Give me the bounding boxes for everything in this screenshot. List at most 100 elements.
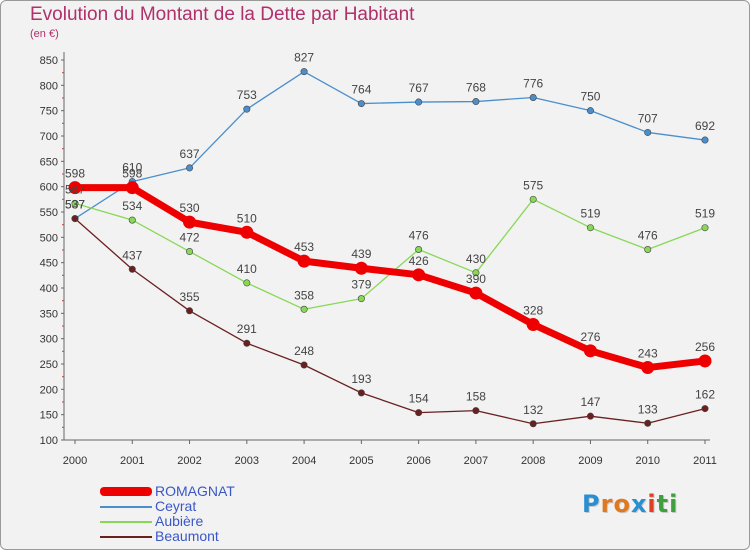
y-tick-label: 500 (40, 232, 58, 244)
data-point (698, 354, 712, 368)
data-label: 692 (695, 119, 715, 133)
legend-swatch-romagnat (100, 487, 152, 496)
data-point (186, 164, 194, 172)
data-point (415, 98, 423, 106)
y-tick-label: 450 (40, 258, 58, 270)
data-point (701, 224, 709, 232)
data-label: 767 (409, 81, 429, 95)
data-label: 472 (180, 231, 200, 245)
data-label: 243 (638, 347, 658, 361)
data-label: 430 (466, 252, 486, 266)
legend: ROMAGNAT Ceyrat Aubière Beaumont (100, 484, 300, 544)
y-tick-label: 550 (40, 207, 58, 219)
proxiti-logo: Proxiti (582, 490, 678, 518)
legend-label-romagnat: ROMAGNAT (155, 483, 235, 499)
data-label: 610 (122, 161, 142, 175)
x-tick-label: 2000 (63, 455, 87, 467)
x-tick-label: 2007 (464, 455, 488, 467)
data-point (357, 295, 365, 303)
logo-letter: o (613, 490, 631, 518)
data-label: 519 (695, 207, 715, 221)
data-label: 707 (638, 111, 658, 125)
data-label: 776 (523, 76, 543, 90)
y-tick-label: 700 (40, 131, 58, 143)
data-label: 256 (695, 340, 715, 354)
data-point (526, 317, 540, 331)
data-point (300, 68, 308, 76)
x-tick-label: 2002 (177, 455, 201, 467)
data-label: 291 (237, 322, 257, 336)
logo-letter: i (647, 490, 657, 518)
data-label: 158 (466, 390, 486, 404)
data-label: 132 (523, 403, 543, 417)
data-label: 410 (237, 262, 257, 276)
data-label: 358 (294, 288, 314, 302)
series-line-ceyrat (74, 71, 706, 220)
series-line-aubière (74, 198, 706, 310)
data-label: 476 (409, 228, 429, 242)
y-tick-label: 350 (40, 308, 58, 320)
logo-letter: r (600, 490, 614, 518)
data-label: 276 (580, 330, 600, 344)
data-point (529, 93, 537, 101)
data-label: 439 (351, 247, 371, 261)
data-label: 193 (351, 372, 371, 386)
series-line-beaumont (74, 217, 706, 425)
legend-swatch-beaumont (100, 536, 152, 538)
legend-label-ceyrat: Ceyrat (155, 498, 197, 514)
y-tick-label: 100 (40, 435, 58, 447)
data-point (183, 215, 197, 229)
data-point (701, 405, 709, 413)
data-label: 534 (122, 199, 142, 213)
data-point (68, 181, 82, 195)
y-tick-label: 400 (40, 283, 58, 295)
x-tick-label: 2009 (578, 455, 602, 467)
x-tick-label: 2010 (635, 455, 659, 467)
data-point (529, 420, 537, 428)
data-label: 575 (523, 178, 543, 192)
data-label: 476 (638, 228, 658, 242)
legend-swatch-ceyrat (100, 506, 152, 508)
data-label: 162 (695, 388, 715, 402)
data-label: 147 (580, 395, 600, 409)
data-point (644, 419, 652, 427)
y-tick-label: 800 (40, 80, 58, 92)
x-tick-label: 2008 (521, 455, 545, 467)
data-label: 537 (65, 198, 85, 212)
data-point (128, 216, 136, 224)
data-point (186, 248, 194, 256)
data-point (586, 224, 594, 232)
x-tick-label: 2001 (120, 455, 144, 467)
legend-item-beaumont: Beaumont (100, 529, 300, 544)
data-label: 390 (466, 272, 486, 286)
data-point (472, 98, 480, 106)
data-point (71, 215, 79, 223)
logo-letter: x (630, 490, 648, 518)
data-label: 328 (523, 303, 543, 317)
legend-label-aubiere: Aubière (155, 513, 204, 529)
data-label: 519 (580, 207, 600, 221)
data-point (186, 307, 194, 315)
data-point (469, 286, 483, 300)
data-point (583, 344, 597, 358)
data-label: 764 (351, 83, 371, 97)
data-point (415, 245, 423, 253)
data-point (701, 136, 709, 144)
data-point (644, 128, 652, 136)
y-tick-label: 150 (40, 410, 58, 422)
data-point (472, 407, 480, 415)
data-point (128, 265, 136, 273)
data-label: 768 (466, 81, 486, 95)
data-point (71, 199, 79, 207)
data-label: 510 (237, 211, 257, 225)
data-point (354, 261, 368, 275)
data-label: 537 (65, 198, 85, 212)
data-point (240, 225, 254, 239)
data-label: 598 (122, 167, 142, 181)
data-point (644, 245, 652, 253)
legend-item-ceyrat: Ceyrat (100, 499, 300, 514)
data-point (297, 254, 311, 268)
chart-subtitle: (en €) (30, 28, 59, 40)
data-point (586, 107, 594, 115)
